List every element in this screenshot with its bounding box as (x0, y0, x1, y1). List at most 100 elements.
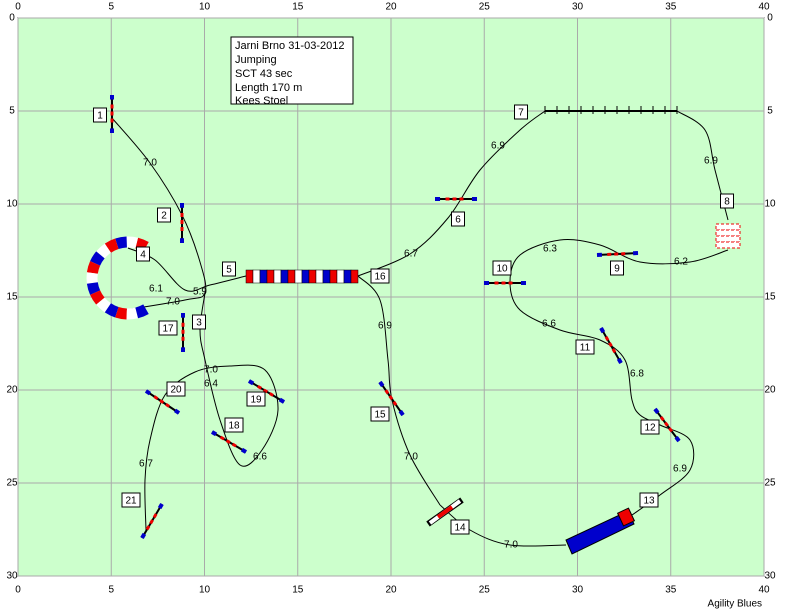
obstacle-number: 1 (97, 111, 103, 122)
jump-wing (212, 432, 216, 434)
x-tick-label: 30 (572, 585, 584, 596)
tunnel-segment (260, 270, 267, 283)
x-tick-label: 10 (199, 2, 211, 13)
tunnel-segment (117, 242, 127, 244)
distance-label: 7.0 (166, 297, 180, 308)
x-tick-label: 20 (385, 585, 397, 596)
distance-label: 6.9 (378, 321, 392, 332)
x-tick-label: 5 (108, 2, 114, 13)
distance-label: 6.6 (542, 319, 556, 330)
distance-label: 6.7 (404, 249, 418, 260)
info-line: Jumping (235, 54, 277, 66)
distance-label: 6.9 (704, 156, 718, 167)
tunnel-segment (100, 301, 107, 308)
y-tick-label: 20 (6, 385, 18, 396)
x-tick-label: 15 (292, 2, 304, 13)
wall (716, 224, 740, 230)
tunnel-segment (274, 270, 281, 283)
wall (716, 236, 740, 242)
y-tick-label: 0 (9, 13, 15, 24)
y-tick-label: 30 (6, 571, 18, 582)
tunnel-segment (92, 283, 95, 293)
obstacle-number: 6 (455, 215, 461, 226)
x-tick-label: 0 (15, 2, 21, 13)
obstacle-number: 8 (724, 197, 730, 208)
x-tick-label: 15 (292, 585, 304, 596)
y-tick-label: 20 (764, 385, 776, 396)
jump-wing (146, 391, 150, 394)
obstacle-number: 21 (125, 496, 137, 507)
y-tick-label: 5 (9, 106, 15, 117)
obstacle-number: 18 (228, 421, 240, 432)
tunnel-segment (309, 270, 316, 283)
obstacle-number: 20 (170, 385, 182, 396)
tunnel-segment (127, 242, 137, 243)
tunnel-segment (316, 270, 323, 283)
x-tick-label: 10 (199, 585, 211, 596)
obstacle-number: 5 (226, 265, 232, 276)
jump-wing (280, 399, 284, 402)
obstacle-number: 11 (580, 343, 591, 354)
jump-wing (601, 328, 603, 332)
distance-label: 7.0 (204, 365, 218, 376)
x-tick-label: 40 (758, 2, 770, 13)
tunnel-segment (295, 270, 302, 283)
tunnel-segment (330, 270, 337, 283)
tunnel-segment (95, 293, 100, 301)
info-line: Kees Stoel (235, 95, 288, 107)
distance-label: 6.9 (673, 464, 687, 475)
distance-label: 7.0 (404, 452, 418, 463)
y-tick-label: 25 (6, 478, 18, 489)
x-tick-label: 5 (108, 585, 114, 596)
tunnel-segment (100, 248, 107, 255)
x-tick-label: 35 (665, 585, 677, 596)
x-tick-label: 25 (479, 2, 491, 13)
info-line: Length 170 m (235, 82, 302, 94)
tunnel-segment (267, 270, 274, 283)
distance-label: 6.7 (139, 459, 153, 470)
obstacle-number: 10 (496, 264, 508, 275)
footer: Agility Blues (708, 599, 762, 610)
x-tick-label: 25 (479, 585, 491, 596)
obstacle-number: 15 (374, 410, 386, 421)
obstacle-number: 2 (161, 211, 167, 222)
x-tick-label: 30 (572, 2, 584, 13)
jump-wing (160, 504, 162, 508)
y-tick-label: 10 (6, 199, 18, 210)
tunnel-segment (302, 270, 309, 283)
distance-label: 6.1 (149, 284, 163, 295)
tunnel-segment (253, 270, 260, 283)
x-tick-label: 40 (758, 585, 770, 596)
tunnel-segment (108, 244, 117, 248)
wall (716, 230, 740, 236)
obstacle-number: 7 (518, 108, 524, 119)
x-tick-label: 20 (385, 2, 397, 13)
tunnel-segment (137, 243, 146, 247)
info-line: Jarni Brno 31-03-2012 (235, 40, 344, 52)
distance-label: 6.3 (543, 244, 557, 255)
obstacle-number: 14 (454, 523, 466, 534)
y-tick-label: 25 (764, 478, 776, 489)
distance-label: 5.9 (193, 287, 207, 298)
obstacle-number: 16 (374, 272, 386, 283)
tunnel-segment (351, 270, 358, 283)
tunnel-segment (281, 270, 288, 283)
jump-wing (655, 409, 658, 413)
obstacle-number: 4 (140, 250, 146, 261)
tunnel-segment (337, 270, 344, 283)
tunnel-segment (108, 308, 117, 312)
jump-wing (249, 381, 253, 384)
jump-wing (142, 534, 144, 538)
jump-pole (607, 254, 628, 255)
tunnel-segment (137, 309, 146, 313)
tunnel-segment (323, 270, 330, 283)
y-tick-label: 5 (767, 106, 773, 117)
tunnel-segment (246, 270, 253, 283)
distance-label: 6.4 (204, 379, 218, 390)
x-tick-label: 35 (665, 2, 677, 13)
y-tick-label: 15 (764, 292, 776, 303)
wall (716, 242, 740, 248)
tunnel-segment (288, 270, 295, 283)
tunnel-segment (344, 270, 351, 283)
